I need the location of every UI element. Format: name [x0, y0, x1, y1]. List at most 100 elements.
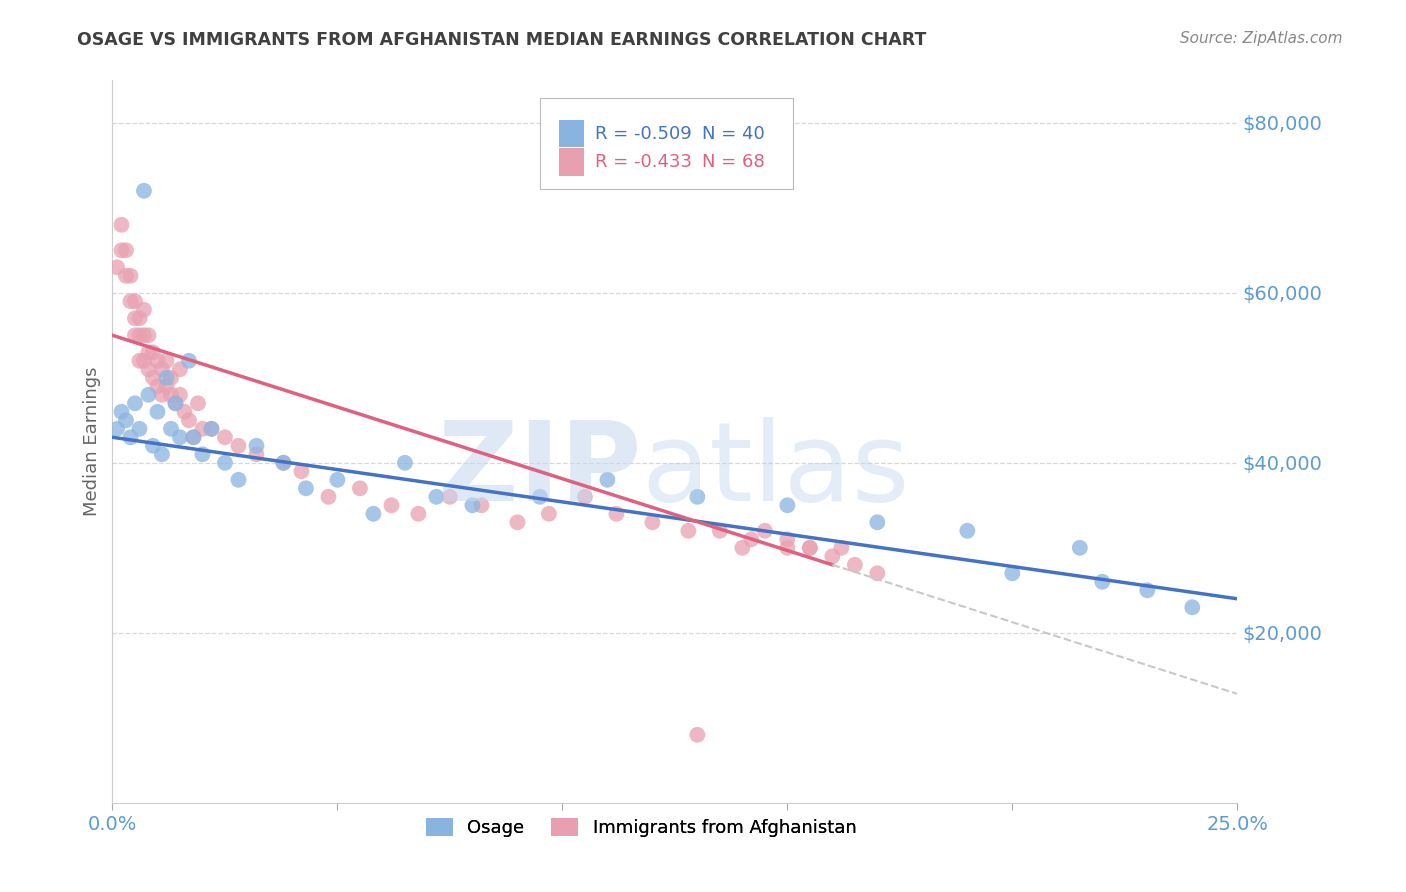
Point — [273, 456, 295, 470]
Point — [115, 413, 138, 427]
Point — [124, 396, 146, 410]
Point — [191, 422, 214, 436]
Point — [461, 498, 484, 512]
Point — [439, 490, 461, 504]
Point — [191, 447, 214, 461]
Point — [574, 490, 596, 504]
Point — [183, 430, 205, 444]
Point — [596, 473, 619, 487]
Point — [866, 516, 889, 530]
Point — [245, 447, 267, 461]
FancyBboxPatch shape — [540, 98, 793, 189]
Point — [776, 541, 799, 555]
Point — [799, 541, 821, 555]
Point — [169, 430, 191, 444]
Point — [132, 302, 155, 317]
Point — [110, 244, 132, 258]
Point — [142, 439, 165, 453]
Text: OSAGE VS IMMIGRANTS FROM AFGHANISTAN MEDIAN EARNINGS CORRELATION CHART: OSAGE VS IMMIGRANTS FROM AFGHANISTAN MED… — [77, 31, 927, 49]
Point — [318, 490, 340, 504]
Point — [214, 430, 236, 444]
Point — [155, 371, 177, 385]
Point — [295, 481, 318, 495]
Point — [128, 328, 150, 343]
Point — [866, 566, 889, 581]
Point — [115, 268, 138, 283]
Text: R = -0.433: R = -0.433 — [595, 153, 692, 170]
Point — [138, 328, 160, 343]
Point — [1181, 600, 1204, 615]
Point — [160, 371, 183, 385]
Point — [228, 473, 250, 487]
Point — [120, 430, 142, 444]
Point — [138, 345, 160, 359]
Point — [183, 430, 205, 444]
Point — [529, 490, 551, 504]
Point — [169, 362, 191, 376]
Point — [349, 481, 371, 495]
Point — [128, 422, 150, 436]
Point — [132, 328, 155, 343]
Text: atlas: atlas — [641, 417, 910, 524]
Point — [408, 507, 430, 521]
Point — [165, 396, 187, 410]
Point — [200, 422, 222, 436]
Point — [273, 456, 295, 470]
Point — [709, 524, 731, 538]
Y-axis label: Median Earnings: Median Earnings — [83, 367, 101, 516]
Point — [155, 379, 177, 393]
Point — [165, 396, 187, 410]
Point — [776, 498, 799, 512]
Point — [290, 464, 312, 478]
Text: Source: ZipAtlas.com: Source: ZipAtlas.com — [1180, 31, 1343, 46]
Point — [776, 533, 799, 547]
Point — [425, 490, 447, 504]
Point — [605, 507, 627, 521]
FancyBboxPatch shape — [560, 148, 583, 176]
Point — [754, 524, 776, 538]
Point — [120, 294, 142, 309]
Point — [142, 345, 165, 359]
Point — [128, 353, 150, 368]
Point — [146, 405, 169, 419]
Point — [731, 541, 754, 555]
Point — [1091, 574, 1114, 589]
Point — [326, 473, 349, 487]
Text: N = 68: N = 68 — [702, 153, 765, 170]
Text: R = -0.509: R = -0.509 — [595, 125, 692, 143]
Text: N = 40: N = 40 — [702, 125, 765, 143]
Point — [110, 405, 132, 419]
Point — [228, 439, 250, 453]
Point — [150, 388, 173, 402]
Point — [686, 490, 709, 504]
Point — [506, 516, 529, 530]
Point — [1136, 583, 1159, 598]
Point — [110, 218, 132, 232]
Point — [821, 549, 844, 564]
Point — [115, 244, 138, 258]
Point — [363, 507, 385, 521]
Point — [155, 353, 177, 368]
Point — [641, 516, 664, 530]
Point — [187, 396, 209, 410]
Point — [173, 405, 195, 419]
Point — [132, 184, 155, 198]
Point — [678, 524, 700, 538]
Point — [799, 541, 821, 555]
Point — [124, 294, 146, 309]
Point — [124, 328, 146, 343]
Point — [686, 728, 709, 742]
Point — [200, 422, 222, 436]
Point — [470, 498, 492, 512]
Point — [245, 439, 267, 453]
Point — [160, 388, 183, 402]
Point — [146, 379, 169, 393]
Point — [956, 524, 979, 538]
Point — [124, 311, 146, 326]
Point — [740, 533, 762, 547]
Point — [177, 413, 200, 427]
Point — [150, 362, 173, 376]
Point — [138, 362, 160, 376]
Point — [150, 447, 173, 461]
Point — [105, 260, 128, 275]
